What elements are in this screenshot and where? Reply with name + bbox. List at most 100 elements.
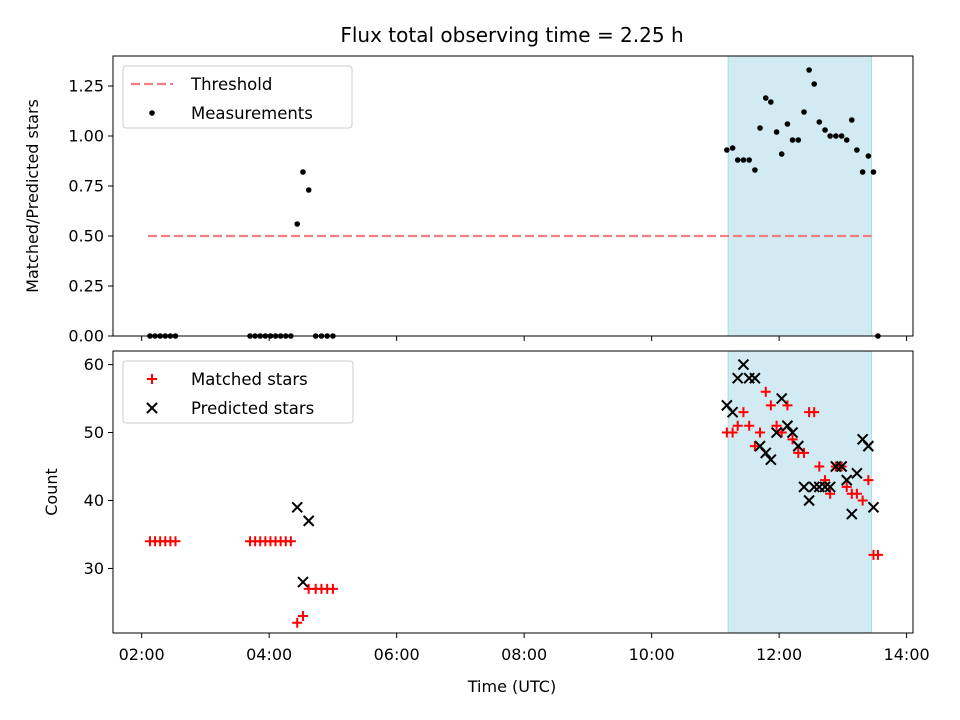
count-panel: 30 40 50 60 Count 02:00 04:00 06:00 08:00 10:00 12… <box>42 350 930 664</box>
matched-star-point <box>857 495 868 506</box>
y-tick-label: 0.75 <box>68 177 104 196</box>
y-tick-label: 0.00 <box>68 327 104 346</box>
legend-matched-swatch <box>147 374 157 384</box>
measurement-point <box>822 127 828 133</box>
y-tick-label: 1.00 <box>68 127 104 146</box>
legend-label: Measurements <box>191 104 313 123</box>
measurement-point <box>784 121 791 127</box>
matched-star-point <box>297 611 308 622</box>
predicted-star-point <box>803 494 815 507</box>
matched-star-point <box>787 434 798 445</box>
matched-star-point <box>760 386 771 397</box>
measurement-point <box>854 147 860 153</box>
matched-star-point <box>809 407 820 418</box>
matched-star-point <box>765 400 776 411</box>
measurement-point <box>816 119 823 125</box>
matched-star-point <box>798 447 809 458</box>
y-axis-label: Matched/Predicted stars <box>23 99 42 293</box>
measurement-point <box>773 129 780 135</box>
x-tick-label: 12:00 <box>756 645 802 664</box>
matched-star-point <box>851 488 862 499</box>
measurement-point <box>740 157 747 163</box>
matched-star-point <box>744 420 755 431</box>
x-tick-label: 06:00 <box>374 645 420 664</box>
legend: Matched stars Predicted stars <box>122 360 354 424</box>
predicted-star-point <box>760 447 772 459</box>
legend-measurements-swatch <box>149 110 155 116</box>
observing-span <box>727 55 873 337</box>
measurement-point <box>768 99 774 105</box>
predicted-star-point <box>765 454 777 466</box>
legend-box <box>122 360 354 424</box>
matched-star-point <box>841 481 852 492</box>
legend-box <box>122 65 353 129</box>
measurement-point <box>827 133 833 139</box>
matched-star-point <box>771 420 782 431</box>
y-tick-label: 50 <box>84 423 104 442</box>
measurement-point <box>838 133 845 139</box>
predicted-star-point <box>819 481 831 493</box>
legend-label: Matched stars <box>191 370 308 389</box>
x-tick-label: 14:00 <box>884 645 930 664</box>
matched-star-point <box>170 536 181 547</box>
predicted-star-point <box>302 515 315 527</box>
measurement-point <box>806 67 812 73</box>
matched-star-point <box>820 475 831 486</box>
predicted-star-point <box>862 440 875 452</box>
y-tick-label: 1.25 <box>68 77 104 96</box>
measurement-point <box>746 157 752 163</box>
matched-star-point <box>872 549 883 560</box>
matched-star-point <box>285 536 296 547</box>
measurement-point <box>294 221 301 227</box>
measurement-point <box>762 95 769 101</box>
predicted-star-point <box>846 508 858 520</box>
x-tick-label: 08:00 <box>501 645 547 664</box>
predicted-star-point <box>840 474 853 486</box>
matched-star-point <box>292 617 303 628</box>
matched-star-point <box>814 461 825 472</box>
measurement-point <box>870 169 877 175</box>
measurement-point <box>795 137 802 143</box>
predicted-star-point <box>798 481 810 493</box>
y-tick-label: 0.50 <box>68 227 104 246</box>
measurement-point <box>752 167 758 173</box>
x-tick-label: 10:00 <box>629 645 675 664</box>
legend-predicted-swatch <box>146 402 158 414</box>
x-tick-label: 04:00 <box>246 645 292 664</box>
measurement-point <box>801 109 807 115</box>
legend-label: Threshold <box>190 75 272 94</box>
measurement-point <box>865 153 872 159</box>
predicted-star-point <box>726 406 739 418</box>
measurement-point <box>789 137 796 143</box>
measurement-point <box>833 133 839 139</box>
y-tick-label: 40 <box>84 491 104 510</box>
predicted-star-point <box>851 467 863 480</box>
measurement-point <box>734 157 741 163</box>
predicted-star-point <box>770 426 783 439</box>
matched-star-point <box>776 427 787 438</box>
matched-star-point <box>738 407 749 418</box>
predicted-star-point <box>749 372 761 384</box>
y-tick-label: 30 <box>84 559 104 578</box>
predicted-star-point <box>731 372 744 384</box>
measurement-point <box>757 125 763 131</box>
predicted-star-point <box>792 440 804 452</box>
measurement-point <box>859 169 866 175</box>
legend: Threshold Measurements <box>122 65 353 129</box>
measurement-point <box>305 187 312 193</box>
y-tick-label: 0.25 <box>68 277 104 296</box>
measurement-point <box>300 169 306 175</box>
predicted-star-point <box>835 460 848 473</box>
predicted-star-point <box>291 501 303 513</box>
legend-label: Predicted stars <box>191 399 314 418</box>
matched-star-point <box>327 583 338 594</box>
predicted-star-point <box>737 358 750 371</box>
matched-star-point <box>863 475 874 486</box>
y-tick-label: 60 <box>84 355 104 374</box>
x-tick-label: 02:00 <box>119 645 165 664</box>
predicted-star-point <box>824 481 836 493</box>
predicted-star-point <box>808 481 820 493</box>
predicted-star-point <box>867 501 880 513</box>
measurement-point <box>729 145 736 151</box>
